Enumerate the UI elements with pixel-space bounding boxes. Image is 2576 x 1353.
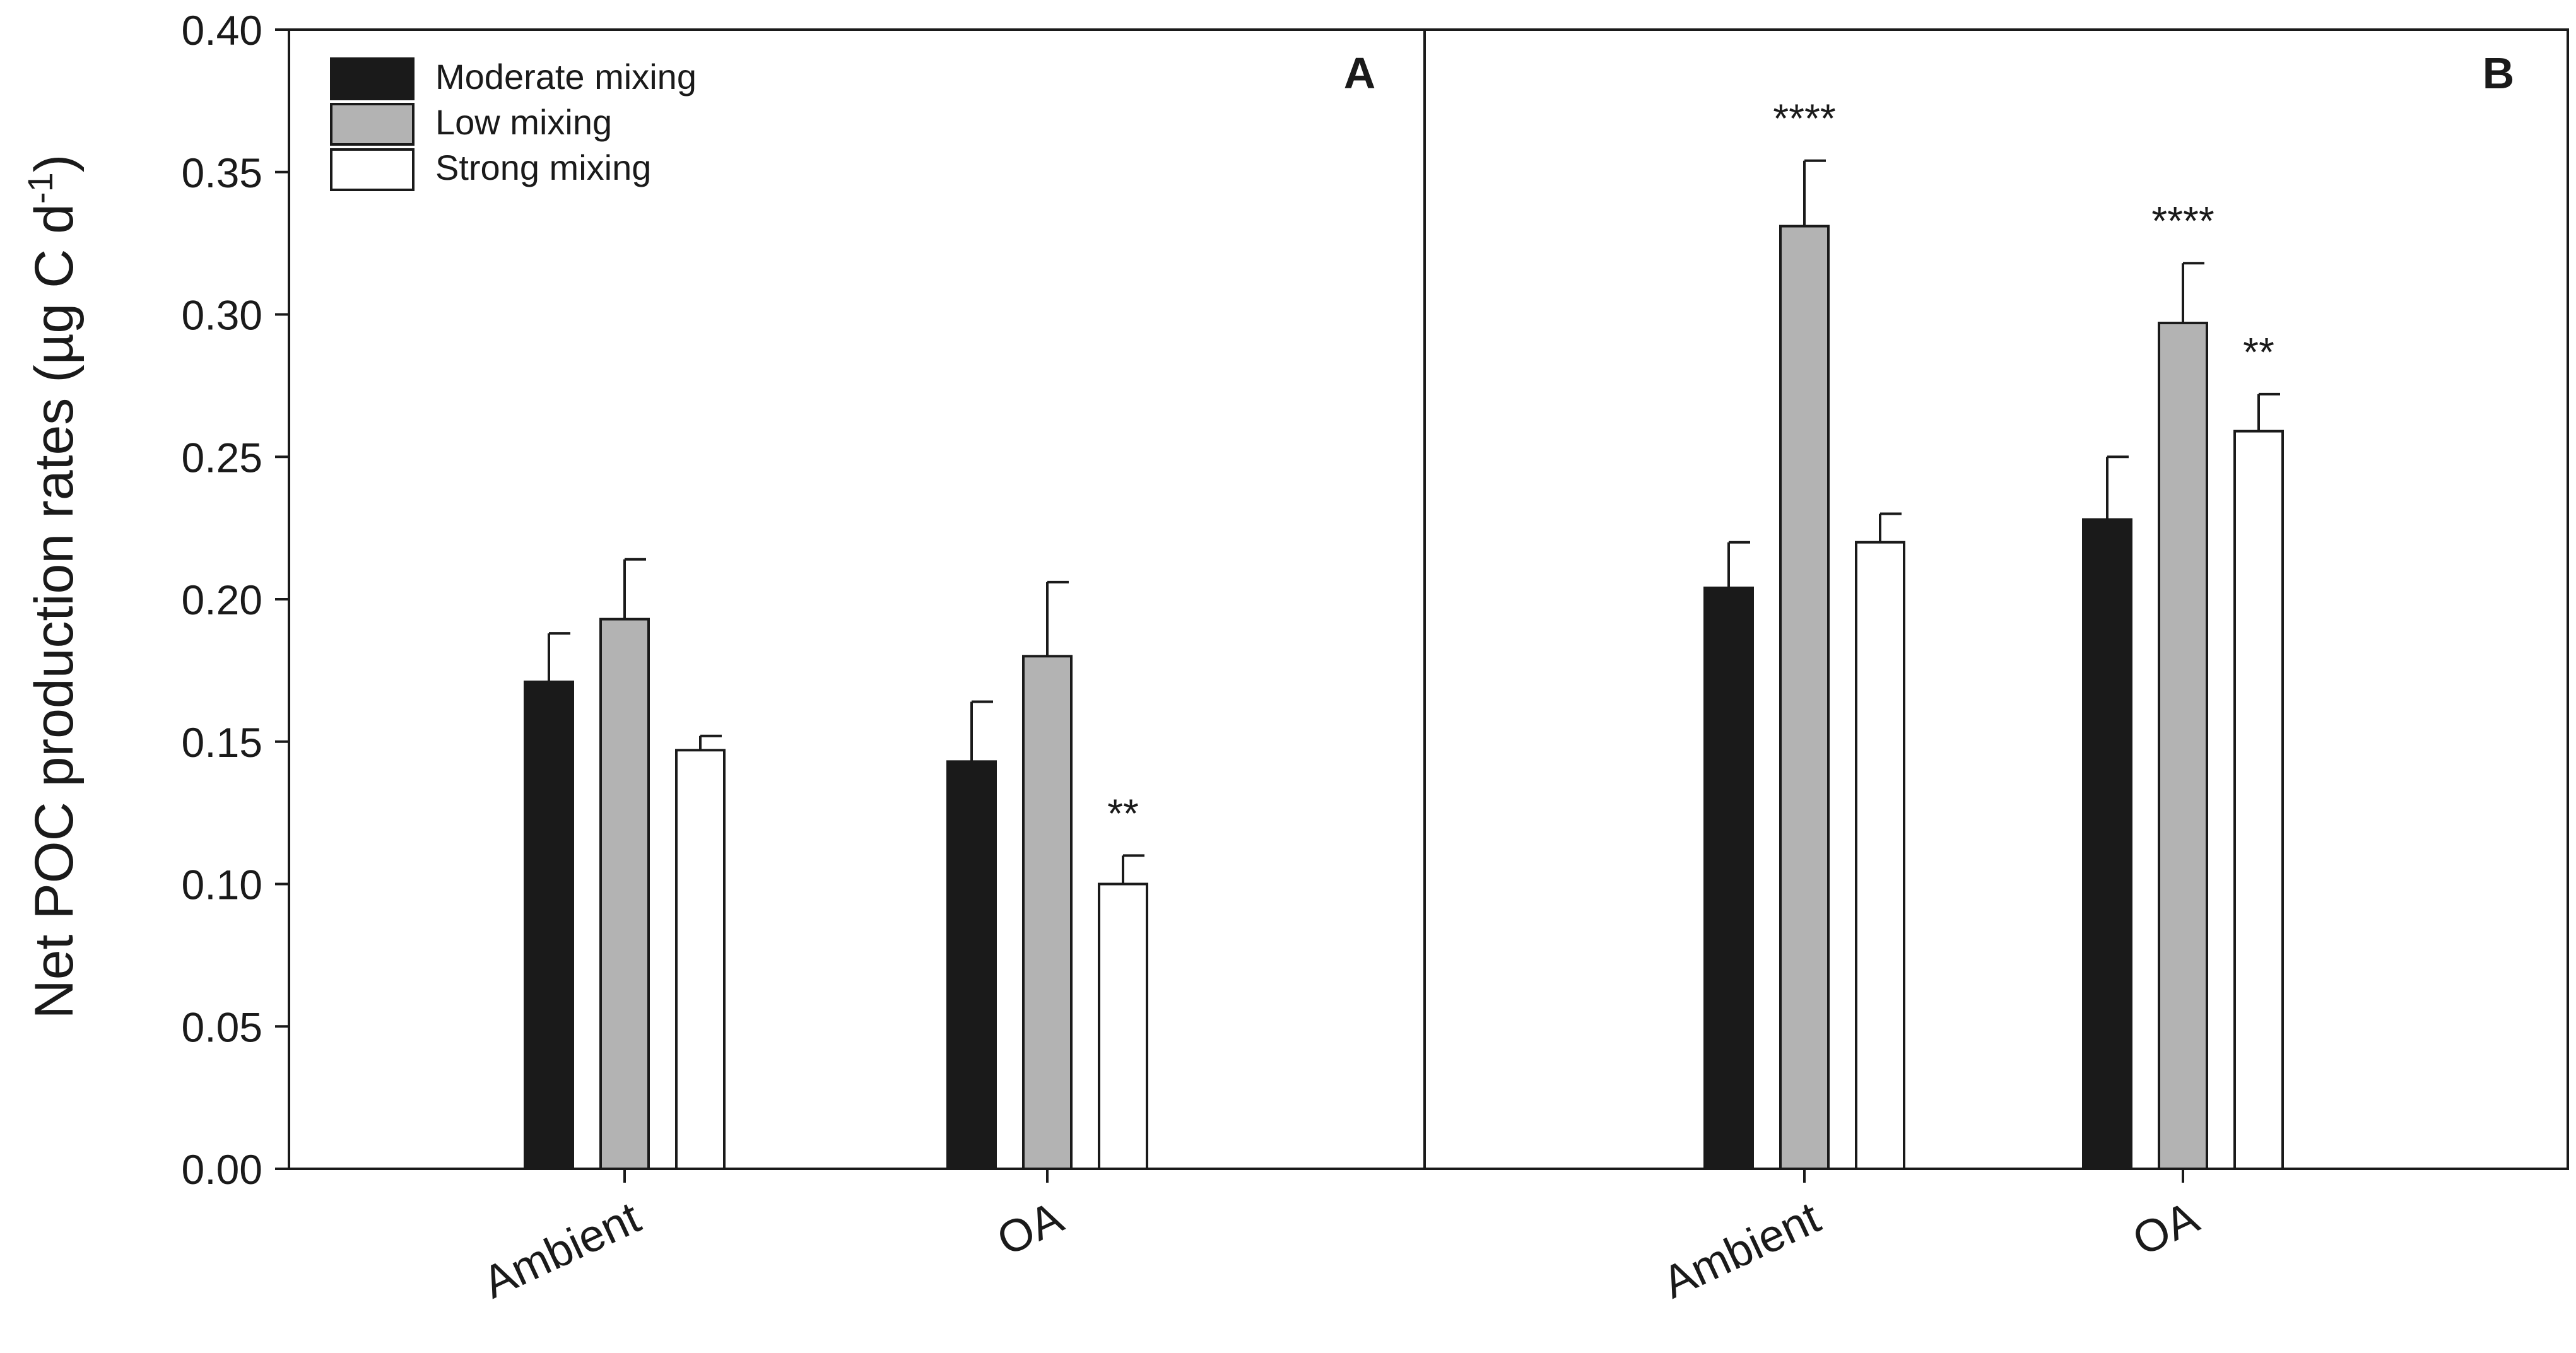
y-tick-label: 0.40 xyxy=(182,7,262,54)
y-axis-label-main: Net POC production rates (µg C d xyxy=(24,204,85,1019)
y-axis-label-sup: -1 xyxy=(20,172,60,204)
y-tick-label: 0.25 xyxy=(182,434,262,481)
bar xyxy=(675,749,726,1171)
legend-swatch xyxy=(330,148,415,191)
y-tick-label: 0.00 xyxy=(182,1146,262,1193)
legend-label: Moderate mixing xyxy=(435,57,697,97)
x-tick-label: Ambient xyxy=(1656,1192,1828,1308)
bar xyxy=(1022,655,1073,1171)
bar xyxy=(1855,541,1905,1170)
bar xyxy=(2158,322,2208,1170)
bar xyxy=(2082,518,2132,1171)
panel-label-b: B xyxy=(2483,49,2515,98)
significance-annotation: ** xyxy=(2243,329,2274,375)
x-tick-label: Ambient xyxy=(476,1192,648,1308)
y-tick-label: 0.20 xyxy=(182,577,262,623)
bar xyxy=(599,618,650,1170)
y-tick-label: 0.15 xyxy=(182,719,262,766)
y-tick-label: 0.30 xyxy=(182,292,262,339)
legend-swatch xyxy=(330,103,415,146)
x-tick-label: OA xyxy=(990,1192,1071,1265)
significance-annotation: **** xyxy=(2151,198,2214,243)
y-tick-label: 0.05 xyxy=(182,1004,262,1050)
panel-label-a: A xyxy=(1344,49,1376,98)
y-tick-label: 0.10 xyxy=(182,862,262,908)
y-axis-label: Net POC production rates (µg C d-1) xyxy=(20,155,85,1019)
bar xyxy=(2233,430,2284,1170)
bar xyxy=(946,760,997,1170)
significance-annotation: **** xyxy=(1773,96,1836,141)
y-axis-label-close: ) xyxy=(24,155,85,173)
legend-label: Low mixing xyxy=(435,102,612,142)
bar xyxy=(1098,882,1148,1170)
y-tick-label: 0.35 xyxy=(182,149,262,196)
x-tick-label: OA xyxy=(2126,1192,2206,1265)
bar xyxy=(524,680,574,1171)
legend-label: Strong mixing xyxy=(435,148,651,187)
plot-area: 0.00 0.05 0.10 0.15 0.20 0.25 0.30 0.35 0.40 A Amb… xyxy=(182,7,2569,1308)
legend-swatch xyxy=(330,57,415,100)
bar xyxy=(1779,225,1830,1170)
bar xyxy=(1703,586,1754,1170)
significance-annotation: ** xyxy=(1107,790,1139,836)
